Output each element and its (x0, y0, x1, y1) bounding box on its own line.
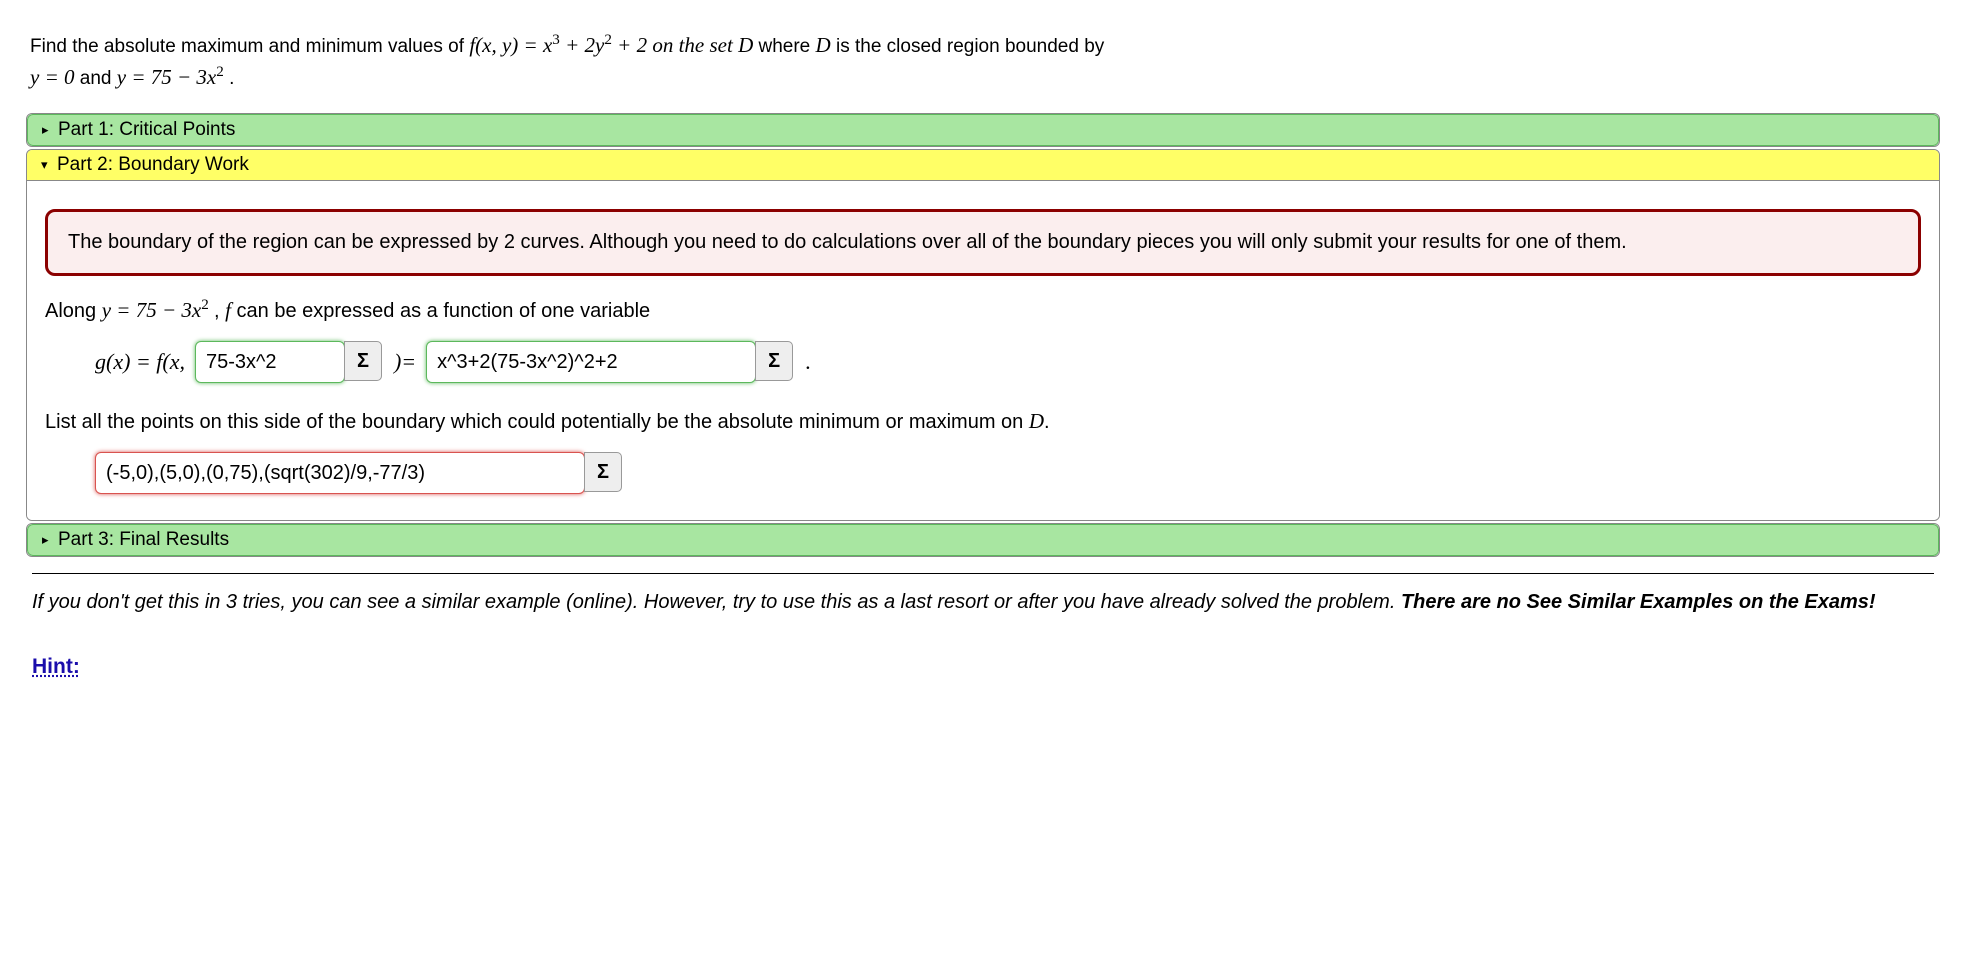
problem-text: Find the absolute maximum and minimum va… (30, 36, 469, 57)
part2-title: Part 2: Boundary Work (57, 154, 249, 176)
ll3: . (1044, 411, 1050, 433)
m12b: 2 (216, 64, 224, 80)
fn1: If you don't get this in 3 tries, you ca… (32, 591, 1401, 613)
sigma-btn-1[interactable]: Σ (344, 341, 382, 381)
hint-link[interactable]: Hint: (32, 655, 80, 679)
math-fxy: f(x, y) = x3 + 2y2 + 2 on the set D (469, 33, 758, 57)
m7: where (758, 36, 815, 57)
m10: y = 0 (30, 65, 75, 89)
part3-header[interactable]: ▸ Part 3: Final Results (27, 524, 1939, 556)
m3: + 2y (560, 33, 605, 57)
al1: Along (45, 300, 102, 322)
m8: D (816, 33, 831, 57)
m4: 2 (604, 32, 612, 48)
part2-panel: ▾ Part 2: Boundary Work The boundary of … (26, 149, 1940, 521)
input3-group: Σ (95, 452, 622, 494)
y-substitution-input[interactable] (195, 341, 345, 383)
gx-label: g(x) = f(x, (95, 349, 185, 375)
al2: y = 75 − 3x2 (102, 298, 214, 322)
m9: is the closed region bounded by (836, 36, 1104, 57)
along-line: Along y = 75 − 3x2 , f can be expressed … (45, 298, 1921, 323)
part1-title: Part 1: Critical Points (58, 119, 235, 141)
fn2: There are no See Similar Examples on the… (1401, 591, 1876, 613)
problem-statement: Find the absolute maximum and minimum va… (30, 30, 1936, 93)
part2-header[interactable]: ▾ Part 2: Boundary Work (27, 150, 1939, 181)
footer-note: If you don't get this in 3 tries, you ca… (32, 573, 1934, 617)
list-line: List all the points on this side of the … (45, 409, 1921, 434)
m12a: y = 75 − 3x (117, 65, 216, 89)
input1-group: Σ (195, 341, 382, 383)
part2-body: The boundary of the region can be expres… (27, 181, 1939, 520)
gx-dot: . (805, 349, 811, 375)
al2a: y = 75 − 3x (102, 298, 201, 322)
part1-panel: ▸ Part 1: Critical Points (26, 113, 1940, 147)
al4: f (225, 298, 231, 322)
boundary-note-text: The boundary of the region can be expres… (68, 231, 1627, 253)
m12: y = 75 − 3x2 (117, 65, 229, 89)
gx-expression-input[interactable] (426, 341, 756, 383)
m13: . (229, 68, 234, 89)
part3-title: Part 3: Final Results (58, 529, 229, 551)
chevron-down-icon: ▾ (41, 157, 57, 173)
boundary-note: The boundary of the region can be expres… (45, 209, 1921, 276)
ll1: List all the points on this side of the … (45, 411, 1029, 433)
points-row: Σ (95, 452, 1921, 494)
chevron-right-icon: ▸ (42, 122, 58, 138)
m2: 3 (552, 32, 560, 48)
gx-row: g(x) = f(x, Σ )= Σ . (95, 341, 1921, 383)
gx-close: )= (394, 349, 416, 375)
ll2: D (1029, 409, 1044, 433)
al3: , (214, 300, 225, 322)
m6: D (738, 33, 753, 57)
chevron-right-icon: ▸ (42, 532, 58, 548)
al2b: 2 (201, 297, 209, 313)
part1-header[interactable]: ▸ Part 1: Critical Points (27, 114, 1939, 146)
input2-group: Σ (426, 341, 793, 383)
m11: and (80, 68, 117, 89)
boundary-points-input[interactable] (95, 452, 585, 494)
sigma-btn-3[interactable]: Σ (584, 452, 622, 492)
sigma-btn-2[interactable]: Σ (755, 341, 793, 381)
m5: + 2 on the set (612, 33, 738, 57)
m1: f(x, y) = x (469, 33, 552, 57)
part3-panel: ▸ Part 3: Final Results (26, 523, 1940, 557)
al5: can be expressed as a function of one va… (237, 300, 651, 322)
